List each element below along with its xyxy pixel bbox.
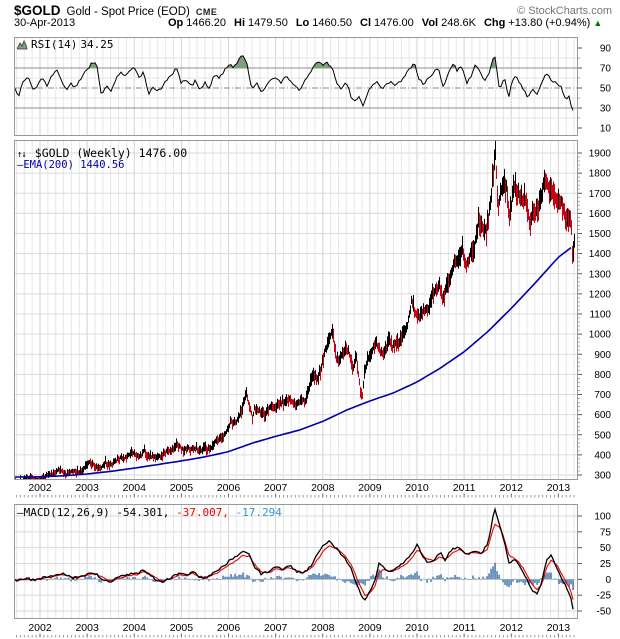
svg-text:900: 900 bbox=[594, 350, 611, 361]
macd-value: -54.301, bbox=[116, 506, 170, 519]
volume-value: 248.6K bbox=[441, 17, 476, 29]
svg-text:2010: 2010 bbox=[405, 482, 429, 494]
svg-text:10: 10 bbox=[600, 124, 612, 135]
rsi-chart: 90 70 50 30 10 bbox=[14, 37, 612, 136]
macd-signal-value: -37.007, bbox=[175, 506, 229, 519]
macd-hist-value: -17.294 bbox=[235, 506, 282, 519]
svg-text:2010: 2010 bbox=[405, 622, 429, 634]
svg-text:2006: 2006 bbox=[217, 622, 241, 634]
svg-text:2003: 2003 bbox=[75, 622, 99, 634]
svg-text:1300: 1300 bbox=[589, 269, 612, 280]
svg-text:700: 700 bbox=[594, 390, 611, 401]
svg-text:1100: 1100 bbox=[589, 310, 611, 321]
macd-label: MACD(12,26,9) bbox=[23, 506, 110, 519]
svg-text:2004: 2004 bbox=[123, 622, 147, 634]
svg-text:50: 50 bbox=[600, 84, 612, 95]
ema-label: EMA(200) bbox=[23, 159, 74, 171]
svg-text:2003: 2003 bbox=[75, 482, 99, 494]
svg-text:100: 100 bbox=[594, 512, 611, 523]
svg-text:2012: 2012 bbox=[500, 622, 524, 634]
macd-chart: 100 75 50 25 0 -25 -50 bbox=[14, 504, 612, 619]
svg-text:2007: 2007 bbox=[264, 622, 288, 634]
macd-legend: —MACD(12,26,9) -54.301, -37.007, -17.294 bbox=[17, 506, 282, 519]
svg-text:2004: 2004 bbox=[123, 482, 147, 494]
rsi-value: 34.25 bbox=[80, 38, 114, 51]
svg-text:-25: -25 bbox=[597, 591, 612, 602]
price-title: $GOLD (Weekly) bbox=[34, 146, 132, 160]
change-value: +13.80 (+0.94%) bbox=[508, 17, 591, 29]
svg-text:2006: 2006 bbox=[217, 482, 241, 494]
copyright: © StockCharts.com bbox=[517, 5, 612, 17]
quote-date: 30-Apr-2013 bbox=[14, 17, 76, 29]
rsi-legend: RSI(14) 34.25 bbox=[17, 38, 113, 51]
svg-text:90: 90 bbox=[600, 44, 612, 55]
svg-text:-50: -50 bbox=[597, 606, 612, 617]
svg-text:1400: 1400 bbox=[589, 249, 612, 260]
svg-text:400: 400 bbox=[594, 450, 611, 461]
price-chart: 1900 1800 1700 1600 1500 1400 1300 1200 1100 1000… bbox=[14, 140, 612, 481]
low-label: Lo bbox=[295, 17, 310, 29]
svg-text:25: 25 bbox=[600, 559, 612, 570]
svg-text:1200: 1200 bbox=[589, 289, 612, 300]
svg-text:2013: 2013 bbox=[547, 482, 571, 494]
macd-line-icon: — bbox=[17, 506, 24, 519]
svg-text:1800: 1800 bbox=[589, 169, 612, 180]
svg-text:1600: 1600 bbox=[589, 209, 612, 220]
change-up-icon: ▲ bbox=[593, 18, 603, 28]
svg-text:1500: 1500 bbox=[589, 229, 612, 240]
svg-text:1700: 1700 bbox=[589, 189, 612, 200]
svg-text:2002: 2002 bbox=[28, 482, 52, 494]
volume-label: Vol bbox=[421, 17, 439, 29]
macd-x-axis: 2002 2003 2004 2005 2006 2007 2008 2009 2010 2011… bbox=[15, 622, 575, 638]
svg-text:2008: 2008 bbox=[311, 622, 335, 634]
open-value: 1466.20 bbox=[186, 17, 227, 29]
chart-header: $GOLD Gold - Spot Price (EOD) CME bbox=[14, 3, 217, 18]
close-label: Cl bbox=[360, 17, 372, 29]
svg-text:800: 800 bbox=[594, 370, 611, 381]
svg-text:2013: 2013 bbox=[547, 622, 571, 634]
updown-arrows-icon: ↑↓ bbox=[17, 150, 27, 160]
svg-text:2005: 2005 bbox=[170, 622, 194, 634]
svg-text:2009: 2009 bbox=[358, 622, 382, 634]
svg-text:75: 75 bbox=[600, 527, 612, 538]
close-value: 1476.00 bbox=[374, 17, 414, 29]
high-value: 1479.50 bbox=[248, 17, 288, 29]
svg-text:2011: 2011 bbox=[453, 482, 476, 494]
svg-text:70: 70 bbox=[600, 64, 612, 75]
ema-value: 1440.56 bbox=[80, 159, 125, 171]
svg-text:0: 0 bbox=[605, 575, 611, 586]
price-x-axis: 2002 2003 2004 2005 2006 2007 2008 2009 2010 2011… bbox=[15, 482, 575, 498]
rsi-area-icon bbox=[17, 39, 28, 49]
ticker-description: Gold - Spot Price (EOD) bbox=[66, 6, 190, 18]
low-value: 1460.50 bbox=[312, 17, 353, 29]
rsi-label: RSI(14) bbox=[31, 38, 78, 51]
exchange-label: CME bbox=[195, 7, 218, 17]
quote-row: 30-Apr-2013 Op 1466.20 Hi 1479.50 Lo 1460.50 Cl… bbox=[14, 17, 602, 29]
svg-text:30: 30 bbox=[600, 104, 612, 115]
ema-line-icon: — bbox=[17, 159, 24, 171]
price-legend: ↑↓ $GOLD (Weekly) 1476.00 bbox=[17, 146, 187, 160]
price-value: 1476.00 bbox=[138, 146, 188, 160]
svg-text:2002: 2002 bbox=[28, 622, 52, 634]
open-label: Op bbox=[168, 17, 184, 29]
change-label: Chg bbox=[483, 17, 506, 29]
svg-text:1900: 1900 bbox=[589, 149, 612, 160]
svg-text:2008: 2008 bbox=[311, 482, 335, 494]
svg-text:2009: 2009 bbox=[358, 482, 382, 494]
svg-text:2005: 2005 bbox=[170, 482, 194, 494]
ema-legend: —EMA(200) 1440.56 bbox=[17, 159, 125, 171]
high-label: Hi bbox=[234, 17, 246, 29]
svg-text:50: 50 bbox=[600, 543, 612, 554]
svg-text:1000: 1000 bbox=[589, 330, 612, 341]
svg-text:2011: 2011 bbox=[453, 622, 476, 634]
svg-text:300: 300 bbox=[594, 471, 611, 481]
svg-text:2012: 2012 bbox=[500, 482, 524, 494]
svg-text:500: 500 bbox=[594, 430, 611, 441]
ticker-symbol: $GOLD bbox=[14, 3, 61, 18]
svg-text:2007: 2007 bbox=[264, 482, 288, 494]
svg-text:600: 600 bbox=[594, 410, 611, 421]
